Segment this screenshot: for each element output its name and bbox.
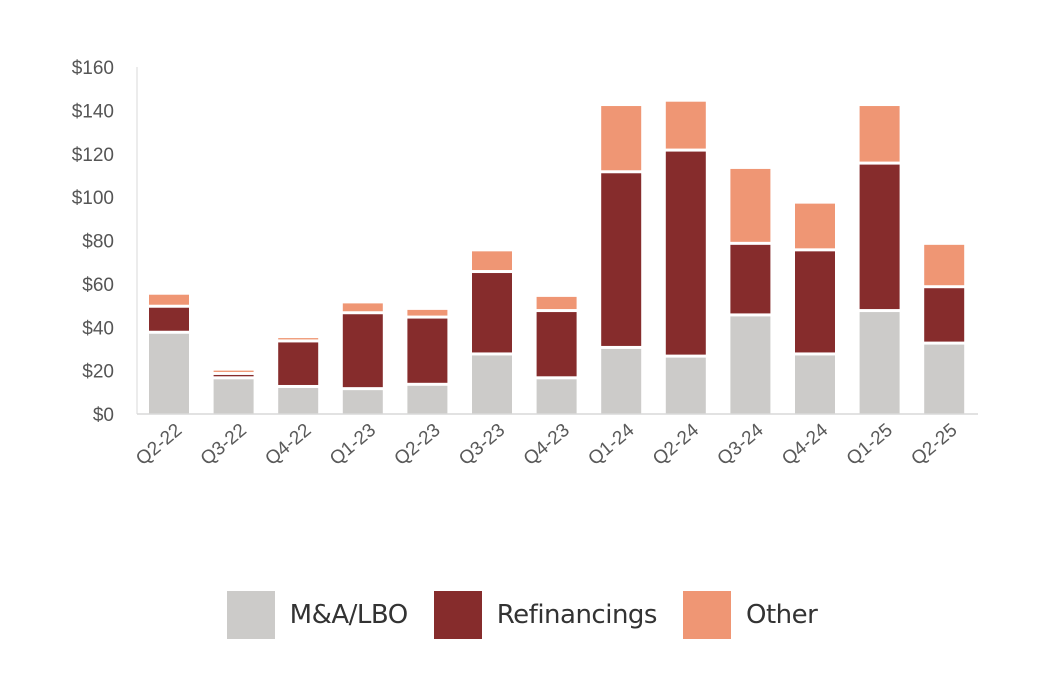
bar-m-a-lbo-q1-24: [601, 348, 642, 414]
x-tick-label-q4-23: Q4-23: [520, 420, 574, 470]
x-tick-label-q2-25: Q2-25: [907, 420, 961, 470]
y-tick-label: $120: [72, 145, 114, 166]
bar-refinancings-q4-23: [536, 312, 577, 377]
bar-other-q1-23: [342, 303, 383, 312]
bar-refinancings-q2-25: [924, 288, 965, 342]
bar-other-q3-23: [472, 251, 512, 271]
bar-refinancings-q1-23: [342, 314, 383, 388]
bar-refinancings-q3-24: [730, 244, 771, 314]
bar-m-a-lbo-q3-24: [730, 316, 771, 414]
bar-m-a-lbo-q4-22: [278, 387, 319, 414]
bar-refinancings-q3-23: [472, 273, 512, 353]
bar-refinancings-q4-24: [795, 251, 835, 353]
bar-m-a-lbo-q4-24: [795, 355, 835, 414]
bar-refinancings-q1-24: [601, 173, 642, 346]
y-tick-label: $20: [82, 362, 114, 383]
x-tick-label-q3-23: Q3-23: [455, 420, 509, 470]
y-tick-label: $0: [93, 405, 114, 426]
bar-refinancings-q2-22: [149, 307, 189, 331]
legend-label-refinancings: Refinancings: [496, 600, 658, 630]
x-tick-label-q4-22: Q4-22: [261, 420, 315, 470]
x-tick-label-q3-24: Q3-24: [714, 419, 768, 469]
legend-swatch-refinancings: [433, 591, 482, 639]
x-tick-label-q2-23: Q2-23: [391, 420, 445, 470]
bars-layer: [149, 101, 965, 414]
bar-m-a-lbo-q3-23: [472, 355, 512, 414]
legend-swatch-other: [682, 591, 731, 639]
y-tick-label: $140: [72, 101, 114, 122]
bar-other-q2-25: [924, 244, 965, 286]
x-tick-label-q2-22: Q2-22: [132, 420, 186, 470]
bar-other-q3-24: [730, 168, 771, 242]
bar-other-q2-22: [149, 294, 189, 305]
bar-other-q3-22: [213, 370, 254, 372]
x-axis: Q2-22 Q3-22 Q4-22 Q1-23 Q2-23 Q3-23 Q4-23 Q1-24…: [132, 413, 978, 470]
bar-m-a-lbo-q2-23: [407, 385, 448, 414]
bar-m-a-lbo-q4-23: [536, 379, 577, 414]
bar-refinancings-q3-22: [213, 374, 254, 377]
bar-m-a-lbo-q1-25: [859, 312, 900, 414]
bar-refinancings-q2-24: [665, 151, 706, 355]
legend-item-other: Other: [682, 591, 818, 639]
bar-refinancings-q4-22: [278, 342, 319, 385]
bar-m-a-lbo-q1-23: [342, 390, 383, 414]
legend-item-refinancings: Refinancings: [433, 591, 658, 639]
bar-other-q1-25: [859, 106, 900, 162]
x-tick-label-q1-24: Q1-24: [584, 419, 638, 469]
legend-swatch-ma-lbo: [226, 591, 275, 639]
bar-m-a-lbo-q2-25: [924, 344, 965, 414]
x-tick-label-q1-23: Q1-23: [326, 420, 380, 470]
bar-other-q2-23: [407, 309, 448, 316]
y-tick-label: $100: [72, 188, 114, 209]
legend-label-ma-lbo: M&A/LBO: [289, 600, 409, 630]
y-tick-label: $160: [72, 58, 114, 79]
bar-other-q1-24: [601, 106, 642, 171]
x-tick-label-q1-25: Q1-25: [843, 420, 897, 470]
y-tick-label: $60: [82, 275, 114, 296]
bar-other-q4-24: [795, 203, 835, 249]
x-tick-label-q3-22: Q3-22: [197, 420, 251, 470]
bar-m-a-lbo-q2-22: [149, 333, 189, 414]
bar-m-a-lbo-q3-22: [213, 379, 254, 414]
legend: M&A/LBO Refinancings Other: [0, 588, 1044, 642]
bar-other-q4-23: [536, 296, 577, 310]
x-tick-label-q4-24: Q4-24: [778, 419, 832, 469]
bar-m-a-lbo-q2-24: [665, 357, 706, 414]
bar-other-q2-24: [665, 101, 706, 149]
legend-item-ma-lbo: M&A/LBO: [226, 591, 409, 639]
bar-other-q4-22: [278, 338, 319, 340]
y-tick-label: $80: [82, 232, 114, 253]
y-axis: $0 $20 $40 $60 $80 $100 $120 $140 $160: [72, 58, 138, 426]
y-tick-label: $40: [82, 318, 114, 339]
bar-refinancings-q1-25: [859, 164, 900, 310]
legend-label-other: Other: [745, 600, 818, 630]
bar-refinancings-q2-23: [407, 318, 448, 383]
x-tick-label-q2-24: Q2-24: [649, 419, 703, 469]
